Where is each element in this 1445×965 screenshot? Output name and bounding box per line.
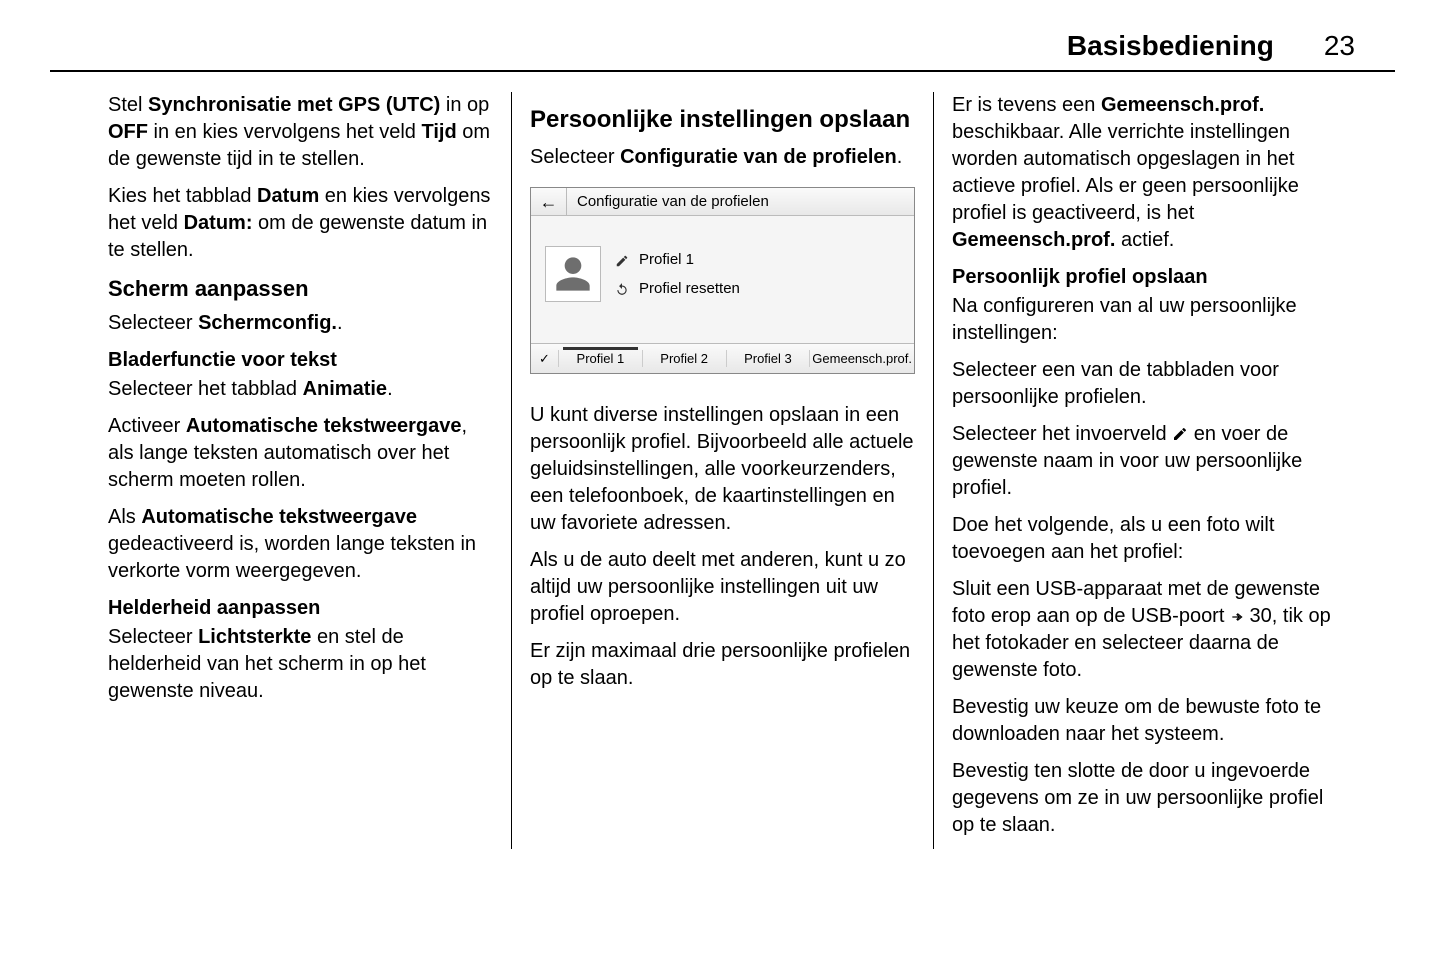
column-1: Stel Synchronisatie met GPS (UTC) in op … [90,92,511,849]
tab-label: Profiel 2 [660,351,708,366]
para: Selecteer het invoerveld en voer de gewe… [952,421,1337,502]
profile-avatar[interactable] [545,246,601,302]
para: Er zijn maximaal drie persoonlijke profi… [530,638,915,692]
text: . [337,312,343,334]
content-columns: Stel Synchronisatie met GPS (UTC) in op … [50,92,1395,849]
pencil-icon [615,254,629,268]
ui-title: Configuratie van de profielen [567,192,769,212]
para: Selecteer Configuratie van de profielen. [530,144,915,171]
text: Stel [108,94,148,116]
back-button[interactable]: ← [531,188,567,216]
text-bold: Datum: [184,212,253,234]
para: Er is tevens een Gemeensch.prof. beschik… [952,92,1337,254]
reset-icon [615,282,629,296]
tab-profiel-1[interactable]: Profiel 1 [559,350,643,368]
header-title: Basisbediening [1067,30,1274,62]
para: Kies het tabblad Datum en kies vervolgen… [108,183,493,264]
heading-bladerfunctie: Bladerfunctie voor tekst [108,347,493,374]
heading-scherm-aanpassen: Scherm aanpassen [108,274,493,304]
text: Activeer [108,415,186,437]
pencil-icon [1172,426,1188,442]
ui-titlebar: ← Configuratie van de profielen [531,188,914,216]
column-2: Persoonlijke instellingen opslaan Select… [511,92,933,849]
text-bold: Animatie [303,378,387,400]
text: . [897,146,903,168]
para: Als u de auto deelt met anderen, kunt u … [530,547,915,628]
ui-body: Profiel 1 Profiel resetten [531,216,914,343]
text: . [387,378,393,400]
para: Selecteer het tabblad Animatie. [108,376,493,403]
para: Na configureren van al uw persoon­lijke … [952,293,1337,347]
text: actief. [1115,229,1174,251]
tab-label: Profiel 1 [577,351,625,366]
heading-persoonlijke-instellingen: Persoonlijke instellingen opslaan [530,104,915,136]
text: Selecteer [108,312,198,334]
text-bold: Synchronisatie met GPS (UTC) [148,94,440,116]
text: Er is tevens een [952,94,1101,116]
text-bold: Datum [257,185,319,207]
text-bold: OFF [108,121,148,143]
person-icon [553,254,593,294]
heading-helderheid: Helderheid aanpassen [108,595,493,622]
para: Selecteer een van de tabbladen voor pers… [952,357,1337,411]
ui-actions: Profiel 1 Profiel resetten [615,246,900,303]
para: Als Automatische tekstweergave gedeactiv… [108,504,493,585]
text: beschikbaar. Alle verrichte instellin­ge… [952,121,1299,224]
text-bold: Gemeensch.prof. [952,229,1115,251]
text-bold: Automatische tekstweergave [141,506,417,528]
text: Als [108,506,141,528]
para: Selecteer Schermconfig.. [108,310,493,337]
para: Sluit een USB-apparaat met de gewenste f… [952,576,1337,684]
tab-label: Gemeensch.prof. [812,351,912,366]
para: Bevestig uw keuze om de bewuste foto te … [952,694,1337,748]
para: Doe het volgende, als u een foto wilt to… [952,512,1337,566]
column-3: Er is tevens een Gemeensch.prof. beschik… [933,92,1355,849]
page-number: 23 [1324,30,1355,62]
reset-profile-label: Profiel resetten [639,279,740,299]
text: in op [440,94,489,116]
para: U kunt diverse instellingen opslaan in e… [530,402,915,537]
para: Activeer Automatische tekstweergave, als… [108,413,493,494]
text: Kies het tabblad [108,185,257,207]
tab-label: Profiel 3 [744,351,792,366]
page-reference: 30 [1250,605,1272,627]
reference-arrow-icon [1230,610,1244,624]
page-header: Basisbediening 23 [50,20,1395,72]
text-bold: Gemeensch.prof. [1101,94,1264,116]
text-bold: Configuratie van de profielen [620,146,897,168]
edit-profile-label: Profiel 1 [639,250,694,270]
edit-profile-action[interactable]: Profiel 1 [615,246,900,274]
text: Selecteer [530,146,620,168]
heading-persoonlijk-profiel: Persoonlijk profiel opslaan [952,264,1337,291]
text-bold: Automatische tekstweergave [186,415,462,437]
text: in en kies vervolgens het veld [148,121,422,143]
reset-profile-action[interactable]: Profiel resetten [615,275,900,303]
tab-profiel-2[interactable]: Profiel 2 [643,350,727,368]
tab-gemeensch-prof[interactable]: Gemeensch.prof. [810,350,914,368]
text: Selecteer het tabblad [108,378,303,400]
para: Stel Synchronisatie met GPS (UTC) in op … [108,92,493,173]
para: Selecteer Lichtsterkte en stel de helder… [108,624,493,705]
text-bold: Lichtsterkte [198,626,311,648]
text: Selecteer het invoerveld [952,423,1172,445]
arrow-left-icon: ← [540,192,558,212]
text: gedeactiveerd is, worden lange teksten i… [108,533,476,582]
profile-tabs: ✓ Profiel 1 Profiel 2 Profiel 3 Gemeensc… [531,343,914,373]
profile-config-screenshot: ← Configuratie van de profielen Profiel … [530,187,915,374]
tab-profiel-3[interactable]: Profiel 3 [727,350,811,368]
para: Bevestig ten slotte de door u inge­voerd… [952,758,1337,839]
text-bold: Tijd [422,121,457,143]
check-icon: ✓ [531,350,559,368]
manual-page: Basisbediening 23 Stel Synchronisatie me… [50,20,1395,945]
text-bold: Schermconfig. [198,312,337,334]
text: Selecteer [108,626,198,648]
